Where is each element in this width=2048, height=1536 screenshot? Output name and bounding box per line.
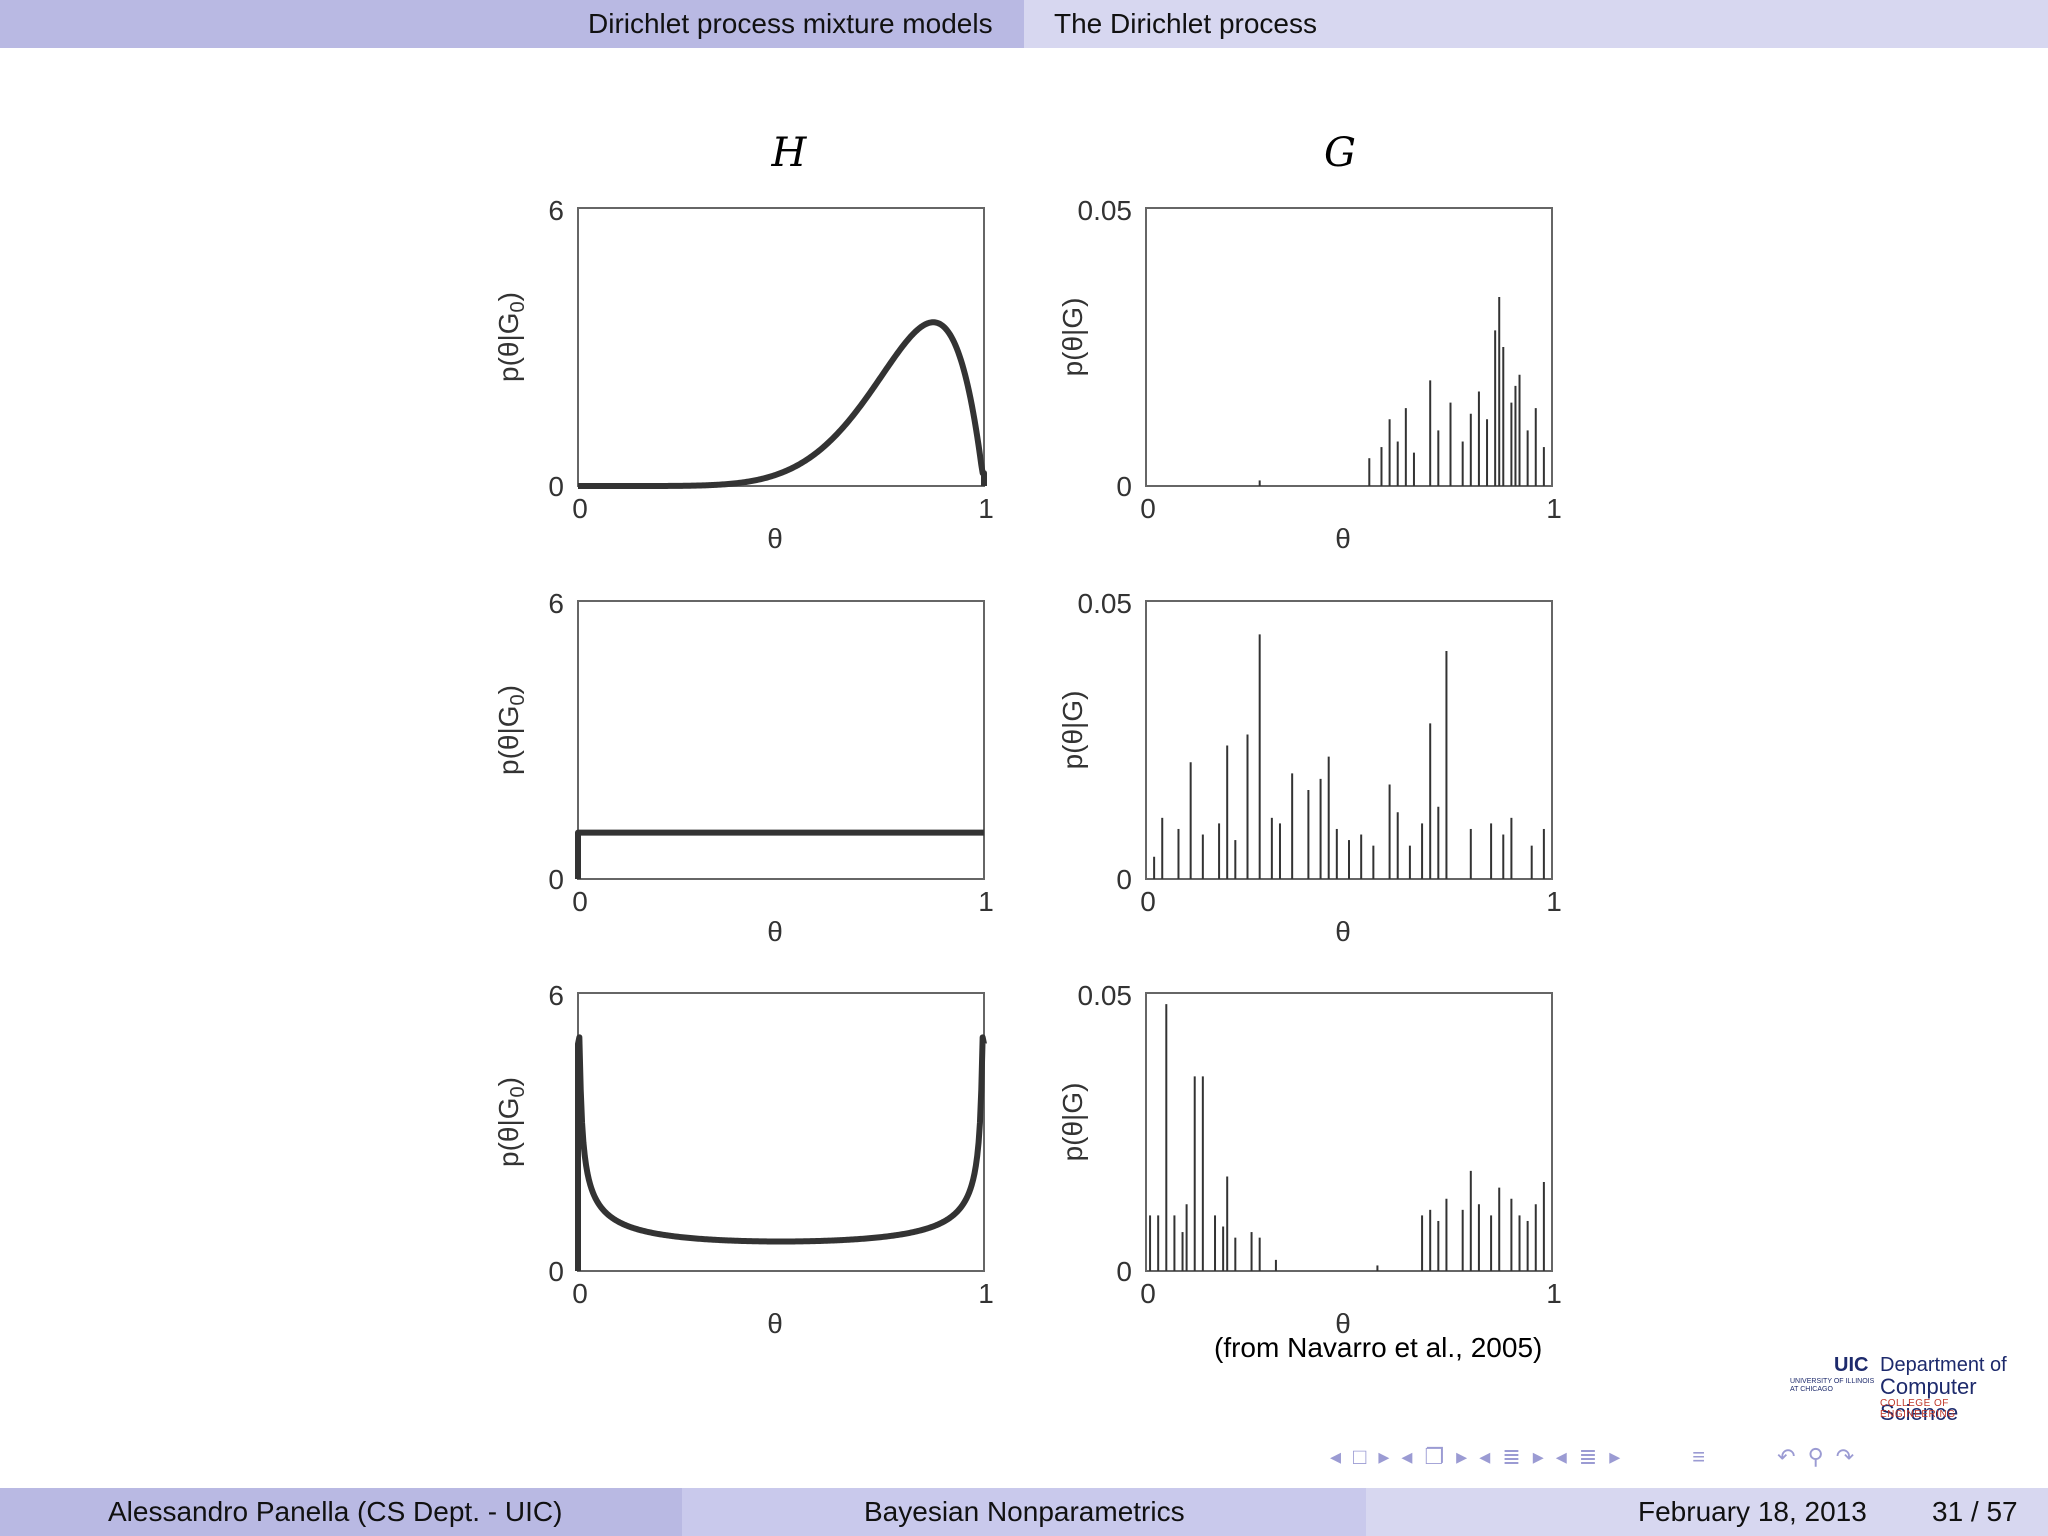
logo-cs: Computer Science	[1880, 1374, 1977, 1425]
y-tick-label: 0	[548, 864, 564, 895]
figure: H G 0 6 0 1 θ p(θ|G0) 0 0.05 0 1 θ p(θ|G) 0 6 0 1 θ p(θ|G…	[493, 130, 1562, 1339]
frame-icon[interactable]: □	[1353, 1444, 1367, 1469]
y-tick-label: 0	[1116, 471, 1132, 502]
column-title-g: G	[1324, 130, 1356, 176]
y-axis-label: p(θ|G)	[1057, 298, 1088, 377]
arrow-left-icon[interactable]: ◂	[1555, 1444, 1567, 1469]
chart-panel: 0 6 0 1 θ p(θ|G0)	[493, 588, 994, 947]
section-icon[interactable]: ≣	[1502, 1444, 1521, 1469]
logo-dept: Department of	[1880, 1354, 2007, 1376]
x-axis-label: θ	[1335, 1308, 1351, 1339]
y-tick-label: 6	[548, 588, 564, 619]
arrow-right-icon[interactable]: ▸	[1378, 1444, 1390, 1469]
header-bar: Dirichlet process mixture models The Dir…	[0, 0, 2048, 48]
density-curve	[575, 1034, 987, 1271]
footer-center	[682, 1488, 1366, 1536]
align-icon[interactable]: ≡	[1692, 1444, 1706, 1469]
x-tick-label: 0	[1140, 1278, 1156, 1309]
x-tick-label: 1	[978, 886, 994, 917]
y-tick-label: 0	[1116, 1256, 1132, 1287]
x-tick-label: 1	[978, 493, 994, 524]
density-curve	[576, 319, 987, 489]
logo-uic: UIC	[1834, 1354, 1869, 1376]
plot-frame	[577, 207, 985, 487]
x-tick-label: 0	[572, 1278, 588, 1309]
x-tick-label: 0	[572, 493, 588, 524]
uic-logo: UNIVERSITY OF ILLINOIS AT CHICAGO UIC De…	[1790, 1354, 2020, 1425]
x-tick-label: 1	[1546, 1278, 1562, 1309]
y-axis-label: p(θ|G)	[1057, 1083, 1088, 1162]
header-right	[1024, 0, 2048, 48]
y-axis-label: p(θ|G)	[1057, 691, 1088, 770]
y-axis-label: p(θ|G0)	[493, 292, 529, 382]
undo-icon[interactable]: ↶	[1777, 1444, 1796, 1469]
header-subsection[interactable]: The Dirichlet process	[1054, 8, 1317, 39]
x-tick-label: 0	[572, 886, 588, 917]
y-tick-label: 0	[548, 471, 564, 502]
column-title-h: H	[771, 130, 808, 176]
footer-right	[1366, 1488, 2048, 1536]
y-tick-label: 0.05	[1078, 980, 1133, 1011]
footer-date: February 18, 2013	[1638, 1496, 1867, 1527]
redo-icon[interactable]: ↷	[1835, 1444, 1855, 1469]
x-axis-label: θ	[1335, 523, 1351, 554]
density-curve	[575, 829, 986, 879]
slides-icon[interactable]: ❐	[1424, 1444, 1445, 1469]
arrow-left-icon[interactable]: ◂	[1479, 1444, 1491, 1469]
arrow-right-icon[interactable]: ▸	[1532, 1444, 1544, 1469]
y-tick-label: 6	[548, 195, 564, 226]
chart-panel: 0 0.05 0 1 θ p(θ|G)	[1057, 195, 1562, 554]
plot-frame	[1145, 992, 1553, 1272]
y-tick-label: 0	[548, 1256, 564, 1287]
x-tick-label: 0	[1140, 886, 1156, 917]
y-tick-label: 0.05	[1078, 195, 1133, 226]
chart-panel: 0 0.05 0 1 θ p(θ|G)	[1057, 588, 1562, 947]
y-axis-label: p(θ|G0)	[493, 685, 529, 775]
chart-panel: 0 0.05 0 1 θ p(θ|G)	[1057, 980, 1562, 1339]
search-icon[interactable]: ⚲	[1807, 1444, 1824, 1469]
x-axis-label: θ	[767, 523, 783, 554]
x-tick-label: 1	[978, 1278, 994, 1309]
x-axis-label: θ	[767, 1308, 783, 1339]
footer-left	[0, 1488, 682, 1536]
figure-caption: (from Navarro et al., 2005)	[1214, 1332, 1543, 1363]
footer-author: Alessandro Panella (CS Dept. - UIC)	[108, 1496, 563, 1527]
plot-frame	[577, 600, 985, 880]
chart-panel: 0 6 0 1 θ p(θ|G0)	[493, 195, 994, 554]
subsection-icon[interactable]: ≣	[1578, 1444, 1598, 1469]
y-tick-label: 0.05	[1078, 588, 1133, 619]
beamer-nav: ◂ □ ▸ ◂ ❐ ▸ ◂ ≣ ▸ ◂ ≣ ▸ ≡ ↶ ⚲ ↷	[1330, 1440, 1854, 1474]
logo-coe: COLLEGE OF ENGINEERING	[1880, 1398, 1956, 1420]
header-section[interactable]: Dirichlet process mixture models	[588, 8, 993, 39]
logo-university: UNIVERSITY OF ILLINOIS AT CHICAGO	[1790, 1378, 1875, 1393]
x-axis-label: θ	[1335, 916, 1351, 947]
footer-page[interactable]: 31 / 57	[1932, 1496, 2018, 1527]
header-left	[0, 0, 1024, 48]
x-tick-label: 1	[1546, 886, 1562, 917]
arrow-left-icon[interactable]: ◂	[1330, 1444, 1342, 1469]
footer-bar: Alessandro Panella (CS Dept. - UIC) Baye…	[0, 1488, 2048, 1536]
arrow-right-icon[interactable]: ▸	[1456, 1444, 1468, 1469]
y-tick-label: 6	[548, 980, 564, 1011]
footer-title: Bayesian Nonparametrics	[864, 1496, 1185, 1527]
x-tick-label: 0	[1140, 493, 1156, 524]
arrow-left-icon[interactable]: ◂	[1401, 1444, 1413, 1469]
y-tick-label: 0	[1116, 864, 1132, 895]
x-axis-label: θ	[767, 916, 783, 947]
x-tick-label: 1	[1546, 493, 1562, 524]
arrow-right-icon[interactable]: ▸	[1609, 1444, 1621, 1469]
plot-frame	[1145, 207, 1553, 487]
chart-panel: 0 6 0 1 θ p(θ|G0)	[493, 980, 994, 1339]
y-axis-label: p(θ|G0)	[493, 1077, 529, 1167]
